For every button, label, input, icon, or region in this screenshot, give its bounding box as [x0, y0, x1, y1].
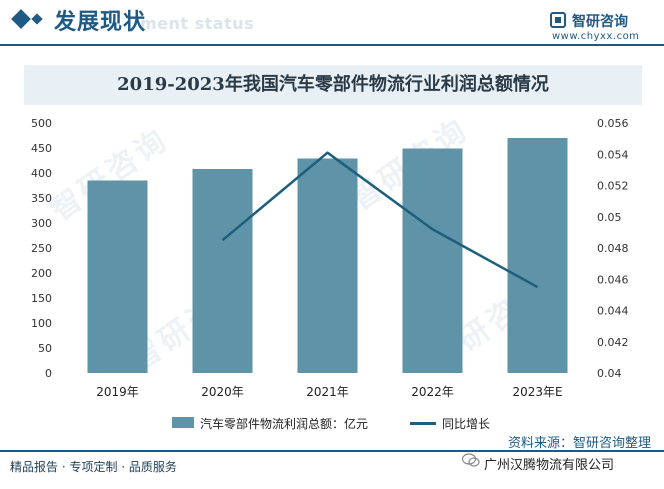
header-subtitle: ment status: [140, 14, 255, 33]
category-label: 2020年: [201, 385, 244, 399]
bar-3: [402, 148, 463, 373]
left-tick-label: 250: [31, 242, 52, 255]
right-tick-label: 0.044: [597, 305, 629, 318]
header: ment status 发展现状 智研咨询 www.chyxx.com: [0, 0, 664, 46]
right-tick-label: 0.048: [597, 242, 629, 255]
footer-divider: [0, 450, 664, 452]
account-name: 广州汉腾物流有限公司: [484, 458, 615, 473]
bar-1: [192, 169, 253, 373]
left-tick-label: 350: [31, 192, 52, 205]
right-tick-label: 0.052: [597, 180, 629, 193]
logo-icon: [550, 12, 566, 28]
left-tick-label: 150: [31, 292, 52, 305]
right-tick-label: 0.054: [597, 148, 629, 161]
legend-bar-swatch: [172, 417, 194, 428]
category-label: 2022年: [411, 385, 454, 399]
left-tick-label: 500: [31, 117, 52, 130]
legend-label: 同比增长: [442, 417, 491, 431]
header-divider: [0, 44, 664, 46]
left-tick-label: 300: [31, 217, 52, 230]
right-tick-label: 0.056: [597, 117, 629, 130]
bar-4: [507, 138, 568, 373]
legend-line-swatch: [410, 422, 436, 425]
bar-0: [87, 180, 148, 373]
source-note: 资料来源：智研咨询整理: [508, 436, 652, 451]
chart-title: 2019-2023年我国汽车零部件物流行业利润总额情况: [117, 74, 549, 95]
chart-title-band: 2019-2023年我国汽车零部件物流行业利润总额情况: [24, 65, 642, 105]
left-tick-label: 0: [45, 367, 52, 380]
logo-name: 智研咨询: [572, 14, 628, 30]
category-label: 2023年E: [512, 385, 562, 399]
left-tick-label: 450: [31, 142, 52, 155]
right-tick-label: 0.042: [597, 336, 629, 349]
left-tick-label: 100: [31, 317, 52, 330]
page-title: 发展现状: [54, 10, 147, 35]
footer-tagline: 精品报告 · 专项定制 · 品质服务: [10, 460, 177, 474]
left-tick-label: 400: [31, 167, 52, 180]
right-tick-label: 0.05: [597, 211, 622, 224]
wechat-icon: [462, 453, 480, 467]
bar-2: [297, 158, 358, 373]
series-line-growth: [221, 151, 539, 289]
left-tick-label: 50: [38, 342, 52, 355]
brand-logo: 智研咨询 www.chyxx.com: [550, 12, 650, 42]
category-label: 2019年: [96, 385, 139, 399]
left-tick-label: 200: [31, 267, 52, 280]
right-tick-label: 0.04: [597, 367, 622, 380]
legend-label: 汽车零部件物流利润总额：亿元: [200, 417, 369, 431]
logo-url: www.chyxx.com: [552, 31, 640, 42]
right-tick-label: 0.046: [597, 273, 629, 286]
category-label: 2021年: [306, 385, 349, 399]
